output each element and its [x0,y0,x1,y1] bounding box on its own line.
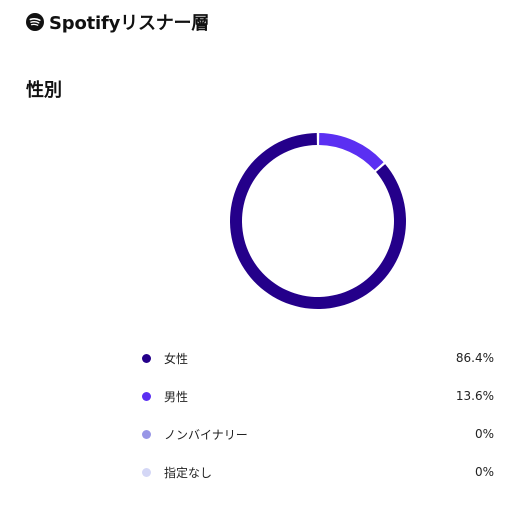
donut-svg [230,133,406,309]
legend-dot [142,429,151,439]
legend-dot [142,391,151,401]
donut-slice-2 [319,133,384,171]
legend-value: 0% [474,427,494,441]
legend-value: 86.4% [455,351,494,365]
gender-donut-chart [225,128,411,314]
legend-label: 指定なし [164,465,213,480]
legend-item: 女性 86.4% [138,339,494,377]
legend-value: 0% [474,465,494,479]
section-title: 性別 [26,80,62,101]
legend-label: ノンバイナリー [164,427,248,442]
legend-value: 13.6% [455,389,494,403]
legend-label: 男性 [164,389,189,404]
legend-item: 男性 13.6% [138,377,494,415]
spotify-icon [26,13,44,31]
legend-dot [142,353,151,363]
chart-legend: 女性 86.4% 男性 13.6% ノンバイナリー 0% 指定なし 0% [138,339,494,491]
legend-dot [142,467,151,477]
legend-item: 指定なし 0% [138,453,494,491]
app-title: Spotifyリスナー層 [49,13,210,34]
header: Spotifyリスナー層 [26,9,209,35]
legend-item: ノンバイナリー 0% [138,415,494,453]
legend-label: 女性 [164,351,189,366]
